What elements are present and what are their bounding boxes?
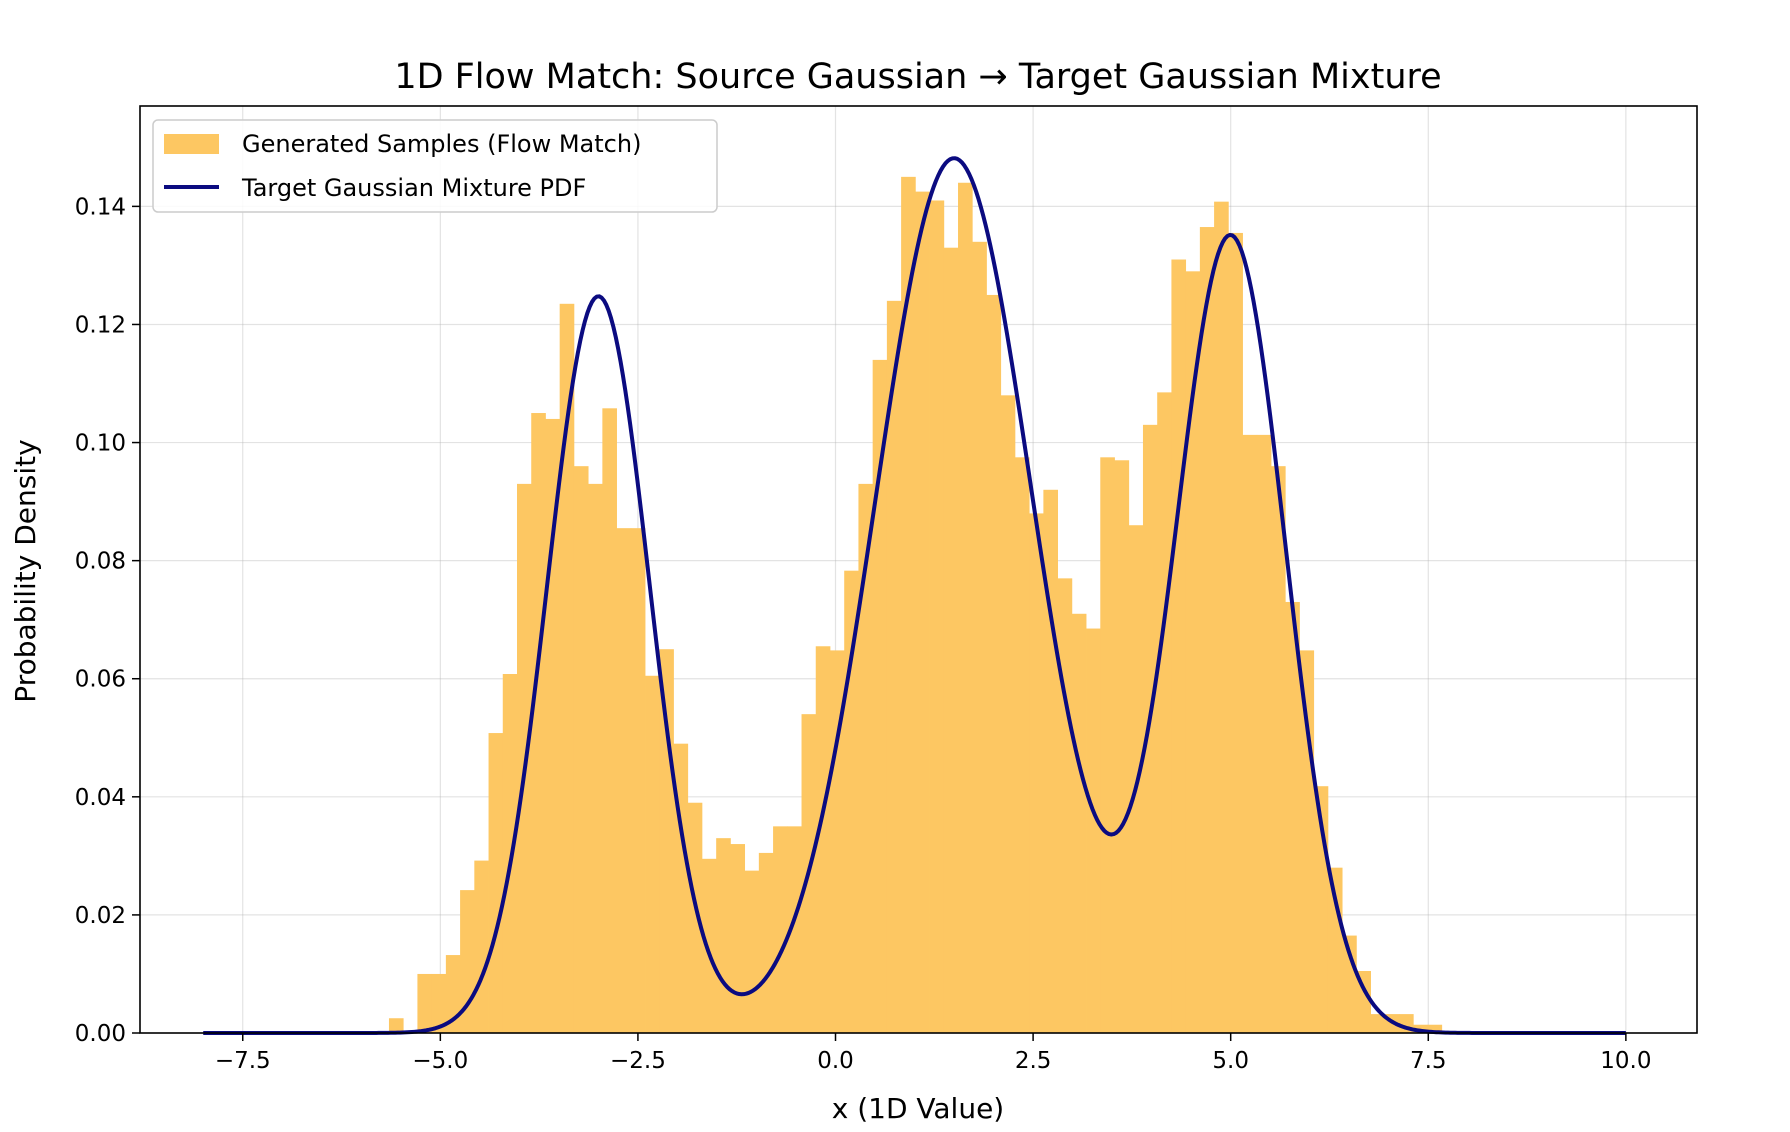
y-axis-ticks: 0.00 0.02 0.04 0.06 0.08 0.10 0.12 0.14 — [75, 194, 140, 1047]
histogram — [388, 176, 1443, 1034]
legend: Generated Samples (Flow Match) Target Ga… — [152, 119, 718, 213]
histogram-bar — [972, 241, 987, 1033]
x-axis-label: x (1D Value) — [832, 1092, 1004, 1125]
legend-pdf-label: Target Gaussian Mixture PDF — [241, 174, 586, 202]
histogram-bar — [1000, 395, 1016, 1033]
histogram-bar — [844, 570, 859, 1033]
histogram-bar — [1228, 232, 1243, 1033]
histogram-bar — [1356, 971, 1371, 1033]
histogram-bar — [1086, 628, 1101, 1033]
histogram-bar — [1242, 434, 1258, 1033]
histogram-bar — [630, 528, 646, 1033]
histogram-bar — [787, 826, 802, 1033]
histogram-bar — [645, 675, 660, 1033]
histogram-bar — [1299, 650, 1315, 1033]
y-tick-label: 0.10 — [75, 431, 126, 457]
x-tick-label: 2.5 — [1015, 1048, 1052, 1074]
histogram-bar — [488, 733, 504, 1033]
histogram-bar — [388, 1018, 404, 1033]
histogram-bar — [1270, 466, 1286, 1033]
histogram-bar — [573, 466, 589, 1033]
x-tick-label: 5.0 — [1212, 1048, 1249, 1074]
histogram-bar — [929, 200, 945, 1034]
x-axis-ticks: −7.5 −5.0 −2.5 0.0 2.5 5.0 7.5 10.0 — [215, 1033, 1651, 1074]
histogram-bar — [1199, 227, 1215, 1034]
y-tick-label: 0.02 — [75, 903, 126, 929]
y-tick-label: 0.12 — [75, 312, 126, 338]
x-tick-label: −2.5 — [610, 1048, 666, 1074]
histogram-bar — [758, 852, 774, 1033]
histogram-bar — [958, 182, 973, 1034]
y-tick-label: 0.04 — [75, 785, 126, 811]
histogram-bar — [474, 860, 489, 1033]
histogram-bar — [1157, 392, 1172, 1034]
histogram-bar — [716, 838, 731, 1033]
x-tick-label: −7.5 — [215, 1048, 271, 1074]
histogram-bar — [943, 247, 959, 1033]
x-tick-label: 7.5 — [1410, 1048, 1447, 1074]
y-tick-label: 0.14 — [75, 194, 126, 220]
histogram-bar — [1370, 1014, 1386, 1033]
legend-histogram-label: Generated Samples (Flow Match) — [242, 130, 641, 158]
y-tick-label: 0.06 — [75, 667, 126, 693]
histogram-bar — [815, 646, 831, 1033]
histogram-bar — [773, 826, 788, 1033]
histogram-bar — [986, 294, 1002, 1033]
histogram-bar — [687, 802, 703, 1033]
pdf-line-layer — [203, 156, 1626, 1035]
legend-histogram-swatch — [164, 134, 219, 154]
histogram-bar — [445, 955, 461, 1033]
histogram-bar — [602, 408, 617, 1033]
legend-box — [152, 119, 718, 213]
histogram-bar — [915, 191, 930, 1034]
histogram-bar — [417, 973, 433, 1033]
histogram-bar — [616, 528, 632, 1033]
histogram-bar — [1427, 1024, 1443, 1033]
histogram-bar — [1071, 613, 1087, 1033]
histogram-bar — [531, 413, 546, 1033]
histogram-bar — [1100, 457, 1115, 1033]
histogram-bar — [1285, 601, 1300, 1033]
histogram-bar — [730, 844, 746, 1033]
histogram-bar — [1256, 434, 1272, 1033]
pdf-line — [203, 156, 1626, 1035]
histogram-bar — [829, 650, 845, 1033]
y-tick-label: 0.08 — [75, 549, 126, 575]
x-tick-label: 10.0 — [1600, 1048, 1651, 1074]
histogram-bar — [588, 483, 603, 1033]
histogram-bar — [431, 973, 447, 1033]
histogram-bar — [701, 858, 717, 1033]
y-tick-label: 0.00 — [75, 1021, 126, 1047]
histogram-bar — [1014, 457, 1030, 1033]
plot-frame — [139, 105, 1698, 1034]
x-tick-label: 0.0 — [817, 1048, 854, 1074]
x-tick-label: −5.0 — [412, 1048, 468, 1074]
histogram-bar — [858, 483, 874, 1033]
histogram-bar — [1114, 460, 1130, 1033]
histogram-bar — [1171, 259, 1187, 1033]
histogram-bar — [886, 300, 902, 1033]
chart-title: 1D Flow Match: Source Gaussian → Target … — [394, 57, 1441, 97]
histogram-bar — [872, 359, 888, 1033]
histogram-bar — [1142, 424, 1158, 1033]
histogram-bar — [901, 176, 916, 1033]
histogram-bar — [1214, 201, 1229, 1033]
histogram-bar — [744, 870, 760, 1033]
histogram-bar — [1185, 271, 1201, 1033]
y-axis-label: Probability Density — [9, 439, 42, 702]
histogram-bar — [1057, 578, 1073, 1033]
histogram-bar — [559, 303, 575, 1033]
histogram-bar — [659, 649, 674, 1033]
histogram-bar — [1029, 513, 1044, 1033]
histogram-bar — [545, 418, 561, 1034]
